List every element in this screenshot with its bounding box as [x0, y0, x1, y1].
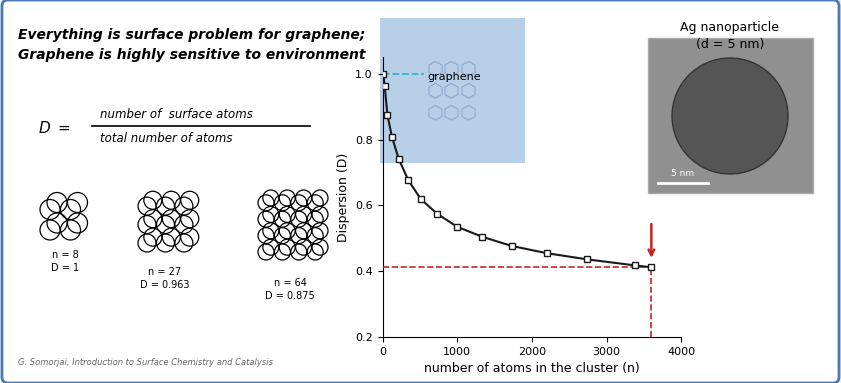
Text: G. Somorjai, Introduction to Surface Chemistry and Catalysis: G. Somorjai, Introduction to Surface Che…	[18, 358, 273, 367]
Text: graphene: graphene	[427, 72, 481, 82]
Text: n = 64
D = 0.875: n = 64 D = 0.875	[265, 278, 315, 301]
Circle shape	[672, 58, 788, 174]
Text: Everything is surface problem for graphene;
Graphene is highly sensitive to envi: Everything is surface problem for graphe…	[18, 28, 366, 62]
Text: ⬡⬡⬡
⬡⬡⬡
⬡⬡⬡: ⬡⬡⬡ ⬡⬡⬡ ⬡⬡⬡	[426, 59, 478, 123]
Text: n = 8
D = 1: n = 8 D = 1	[51, 250, 79, 273]
Text: total number of atoms: total number of atoms	[100, 133, 232, 146]
Text: number of  surface atoms: number of surface atoms	[100, 108, 253, 121]
Text: $D\ =$: $D\ =$	[38, 120, 71, 136]
Text: n = 27
D = 0.963: n = 27 D = 0.963	[140, 267, 190, 290]
X-axis label: number of atoms in the cluster (n): number of atoms in the cluster (n)	[424, 362, 640, 375]
Text: 5 nm: 5 nm	[671, 169, 695, 178]
Text: Ag nanoparticle
(d = 5 nm): Ag nanoparticle (d = 5 nm)	[680, 21, 780, 51]
FancyBboxPatch shape	[648, 38, 813, 193]
FancyBboxPatch shape	[380, 18, 525, 163]
Y-axis label: Dispersion (D): Dispersion (D)	[336, 152, 350, 242]
